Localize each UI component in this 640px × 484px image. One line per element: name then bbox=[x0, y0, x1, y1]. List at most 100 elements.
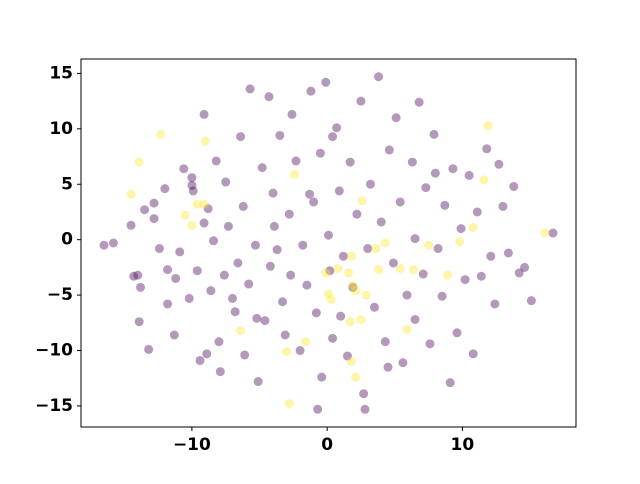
point bbox=[126, 220, 136, 230]
point bbox=[290, 169, 300, 179]
point bbox=[236, 132, 246, 142]
point bbox=[282, 347, 292, 357]
point bbox=[272, 245, 282, 255]
point bbox=[305, 189, 315, 199]
point bbox=[433, 244, 443, 254]
point bbox=[264, 92, 274, 102]
point bbox=[140, 205, 150, 215]
point bbox=[144, 344, 154, 354]
point bbox=[333, 263, 343, 273]
point bbox=[359, 389, 369, 399]
point bbox=[230, 307, 240, 317]
point bbox=[336, 311, 346, 321]
point bbox=[360, 404, 370, 414]
point bbox=[371, 244, 381, 254]
point bbox=[424, 240, 434, 250]
point bbox=[430, 168, 440, 178]
point bbox=[324, 230, 333, 240]
point bbox=[357, 196, 367, 206]
point bbox=[260, 316, 270, 326]
point bbox=[134, 157, 144, 167]
x-tick-label: 0 bbox=[321, 435, 333, 455]
point bbox=[376, 217, 386, 227]
point bbox=[346, 251, 356, 261]
point bbox=[486, 251, 496, 261]
point bbox=[252, 313, 262, 323]
point bbox=[402, 324, 412, 334]
point bbox=[287, 109, 297, 119]
point bbox=[280, 330, 290, 340]
point bbox=[278, 297, 288, 307]
point bbox=[398, 358, 408, 368]
point bbox=[498, 201, 508, 211]
point bbox=[195, 355, 205, 365]
point bbox=[388, 258, 398, 268]
point bbox=[175, 247, 185, 257]
point bbox=[313, 404, 323, 414]
point bbox=[188, 186, 198, 196]
point bbox=[351, 372, 361, 382]
point bbox=[425, 339, 435, 349]
point bbox=[126, 189, 136, 199]
point bbox=[326, 295, 336, 305]
point bbox=[363, 244, 373, 254]
point bbox=[395, 197, 405, 207]
point bbox=[149, 214, 159, 224]
point bbox=[440, 200, 450, 210]
point bbox=[443, 270, 453, 280]
y-tick-label: −10 bbox=[35, 341, 73, 361]
x-tick-label: 10 bbox=[451, 435, 475, 455]
point bbox=[149, 198, 159, 208]
point bbox=[244, 279, 254, 289]
point bbox=[199, 199, 209, 209]
point bbox=[209, 236, 219, 246]
point bbox=[301, 337, 311, 347]
point bbox=[456, 224, 466, 234]
point bbox=[133, 270, 143, 280]
point bbox=[215, 367, 225, 377]
point bbox=[184, 293, 194, 303]
point bbox=[374, 72, 384, 82]
point bbox=[257, 163, 267, 173]
point bbox=[356, 96, 366, 106]
point bbox=[479, 175, 489, 185]
point bbox=[223, 221, 233, 231]
point bbox=[514, 268, 524, 278]
point bbox=[344, 268, 354, 278]
point bbox=[284, 399, 294, 409]
point bbox=[345, 317, 355, 327]
point bbox=[317, 372, 327, 382]
point bbox=[306, 86, 316, 96]
point bbox=[192, 199, 202, 209]
point bbox=[380, 337, 390, 347]
point bbox=[291, 156, 301, 166]
point bbox=[437, 291, 447, 301]
point bbox=[342, 351, 352, 361]
point bbox=[348, 282, 358, 292]
point bbox=[286, 270, 296, 280]
point bbox=[233, 258, 243, 268]
point bbox=[421, 183, 431, 193]
point bbox=[472, 207, 482, 217]
point bbox=[414, 97, 424, 107]
point bbox=[548, 228, 558, 238]
point bbox=[203, 204, 213, 214]
x-tick-label: −10 bbox=[173, 435, 211, 455]
point bbox=[211, 156, 221, 166]
point bbox=[179, 164, 189, 174]
point bbox=[238, 201, 248, 211]
point bbox=[295, 346, 305, 356]
point bbox=[99, 240, 109, 250]
point bbox=[380, 238, 390, 248]
point bbox=[391, 113, 401, 123]
point bbox=[219, 270, 229, 280]
point bbox=[265, 261, 275, 271]
point bbox=[464, 170, 474, 180]
point bbox=[346, 357, 356, 367]
point bbox=[460, 275, 470, 285]
point bbox=[129, 271, 139, 281]
point bbox=[509, 181, 519, 191]
point bbox=[200, 136, 210, 146]
